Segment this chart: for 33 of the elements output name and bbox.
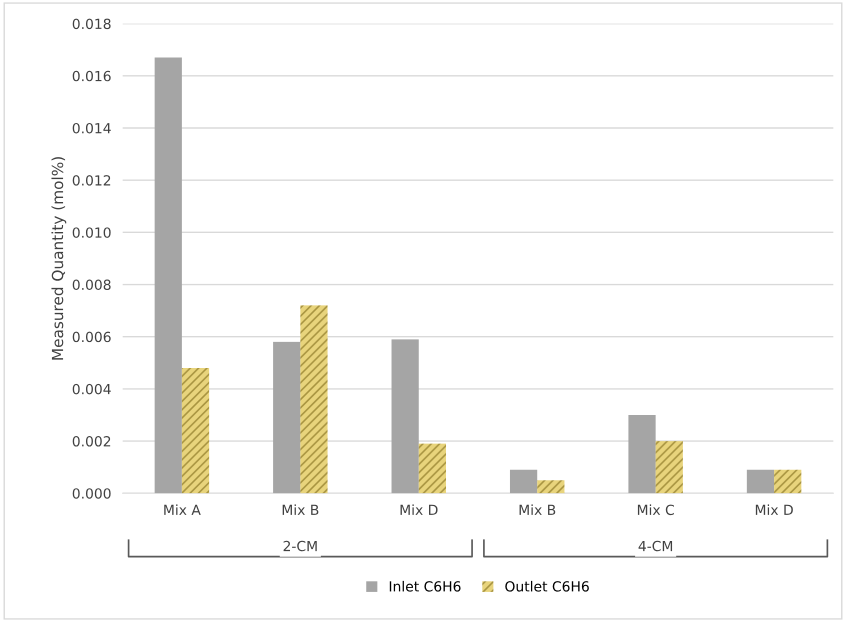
x-tick-label: Mix B — [520, 504, 556, 515]
bar — [182, 368, 210, 494]
y-tick-label: 0.014 — [72, 122, 111, 134]
y-tick-label: 0.000 — [72, 488, 111, 499]
x-tick-label: Mix D — [400, 504, 438, 515]
legend-label: Outlet C6H6 — [505, 580, 589, 592]
y-tick-label: 0.018 — [72, 18, 111, 30]
y-tick-label: 0.012 — [72, 175, 110, 186]
text: 4-CM — [638, 540, 672, 552]
bar — [418, 444, 446, 494]
text: 2-CM — [284, 540, 317, 552]
y-axis-title: Measured Quantity (mol%) — [51, 157, 66, 360]
bar — [746, 470, 774, 494]
bar — [537, 480, 564, 494]
legend-label: Inlet C6H6 — [390, 580, 461, 592]
y-tick-label: 0.016 — [72, 70, 111, 82]
bar — [774, 470, 802, 494]
bar — [392, 339, 419, 494]
bar — [628, 414, 656, 494]
y-tick-label: 0.006 — [72, 332, 111, 342]
bar — [154, 58, 182, 494]
bar — [300, 305, 328, 494]
x-tick-label: Mix B — [282, 504, 318, 515]
bar — [273, 342, 300, 494]
y-tick-label: 0.002 — [72, 436, 110, 447]
y-tick-label: 0.008 — [72, 280, 111, 290]
x-tick-label: Mix C — [638, 504, 674, 516]
bar — [510, 470, 538, 494]
x-tick-label: Mix A — [164, 504, 201, 515]
x-tick-label: Mix D — [756, 504, 793, 515]
y-tick-label: 0.010 — [72, 227, 111, 238]
bar — [656, 441, 683, 494]
y-tick-label: 0.004 — [72, 384, 111, 394]
